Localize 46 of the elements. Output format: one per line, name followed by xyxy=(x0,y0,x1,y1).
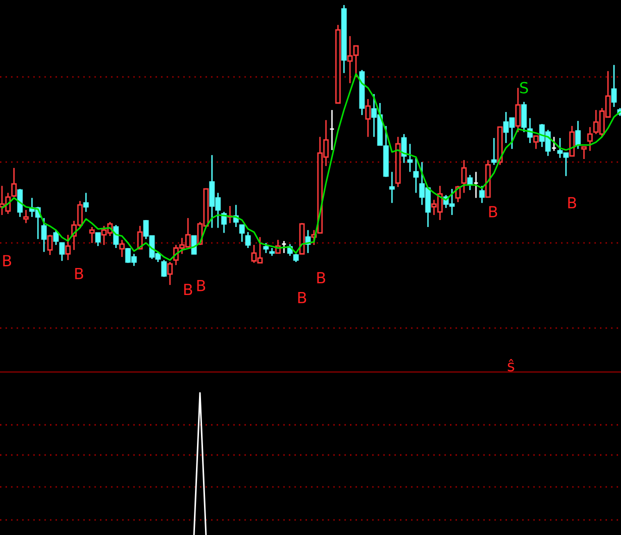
candlestick xyxy=(59,242,65,262)
candlestick xyxy=(47,234,53,256)
candlestick xyxy=(65,234,71,261)
annotation: B xyxy=(3,255,12,266)
candlestick xyxy=(263,242,269,254)
candlestick xyxy=(191,235,197,255)
candlestick xyxy=(167,261,173,286)
candlestick xyxy=(581,146,587,160)
annotation: S xyxy=(520,82,528,94)
candlestick xyxy=(491,137,497,166)
candlestick xyxy=(11,167,17,198)
candlestick xyxy=(533,135,539,150)
candlestick xyxy=(575,120,581,150)
candlestick xyxy=(245,231,251,249)
annotation: B xyxy=(317,272,326,284)
candlestick xyxy=(479,185,485,204)
candlestick xyxy=(365,98,371,138)
candlestick xyxy=(467,174,473,191)
candlestick xyxy=(239,224,245,243)
candlestick xyxy=(161,259,167,278)
candlestick xyxy=(53,229,59,246)
candlestick xyxy=(611,64,617,108)
candlestick xyxy=(521,101,527,133)
candlestick xyxy=(137,225,143,250)
candlestick xyxy=(41,217,47,253)
candlestick xyxy=(515,87,521,133)
candlestick xyxy=(119,239,125,258)
candlestick xyxy=(401,133,407,164)
annotation: B xyxy=(568,197,576,208)
annotation: B xyxy=(75,268,84,280)
candlestick xyxy=(413,157,419,194)
candlestick xyxy=(23,209,29,224)
candlestick xyxy=(389,171,395,204)
candlestick xyxy=(569,125,575,157)
candlestick xyxy=(407,143,413,173)
candlestick xyxy=(17,188,23,218)
candlestick xyxy=(461,159,467,194)
text: B xyxy=(298,292,306,304)
candlestick xyxy=(89,226,95,244)
annotation: B xyxy=(489,206,498,218)
candlestick xyxy=(95,232,101,247)
candlestick xyxy=(587,126,593,152)
text: ŝ xyxy=(508,358,514,372)
candlestick xyxy=(83,192,89,213)
annotation: B xyxy=(197,280,206,292)
annotation: B xyxy=(184,284,192,296)
